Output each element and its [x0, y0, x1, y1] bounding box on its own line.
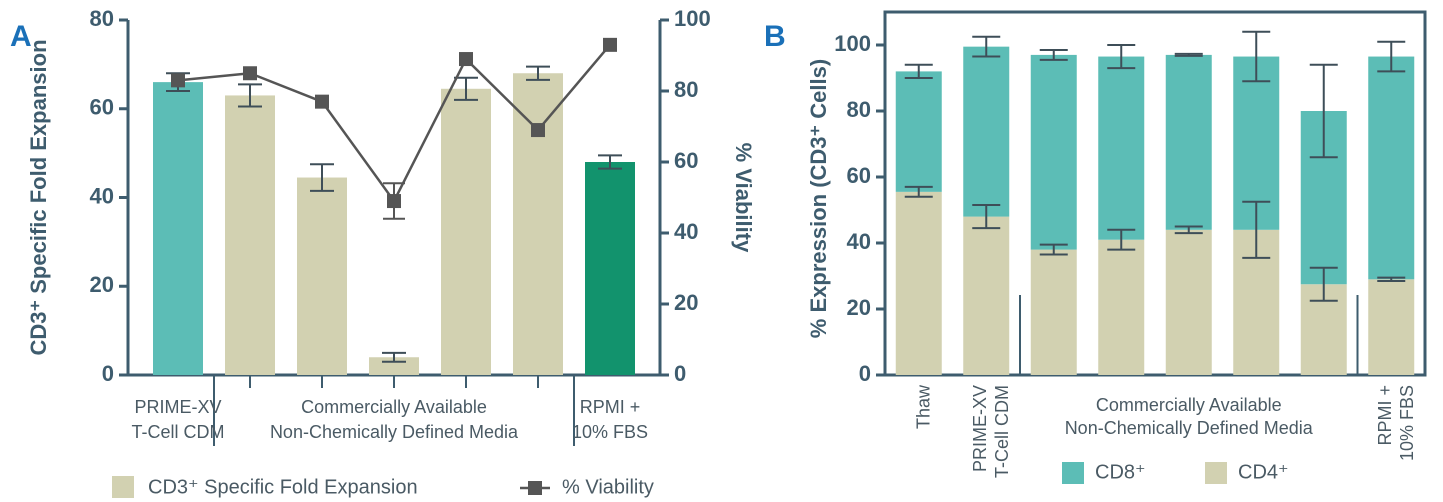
bar-segment [963, 46, 1010, 217]
group-label: Commercially Available [1096, 395, 1282, 415]
viability-marker [315, 94, 329, 109]
bar-segment [1098, 239, 1145, 375]
y-tick-label: 40 [90, 183, 114, 208]
y-tick-label: 100 [834, 31, 871, 56]
bar [585, 162, 635, 375]
group-label: 10% FBS [572, 422, 648, 442]
group-label: Commercially Available [301, 397, 487, 417]
legend-label: CD3⁺ Specific Fold Expansion [148, 476, 418, 498]
y-tick-label: 0 [102, 361, 114, 386]
bar-segment [1165, 229, 1212, 375]
bar-segment [895, 71, 942, 192]
bar-segment [895, 191, 942, 375]
legend-label: CD4⁺ [1238, 461, 1289, 483]
x-tick-label: RPMI + [1375, 385, 1395, 446]
x-tick-label: 10% FBS [1397, 385, 1417, 461]
y-tick-label: 60 [90, 95, 114, 120]
bar [369, 357, 419, 375]
viability-marker [531, 123, 545, 138]
x-tick-label: Thaw [914, 384, 934, 429]
y-tick-label: 80 [90, 6, 114, 31]
legend-label: CD8⁺ [1095, 461, 1146, 483]
viability-marker [459, 52, 473, 67]
x-tick-label: T-Cell CDM [992, 385, 1012, 478]
viability-marker [603, 37, 617, 52]
y-tick-label: 20 [90, 272, 114, 297]
bar [225, 95, 275, 375]
legend-swatch [1062, 462, 1084, 484]
y-axis-title: % Expression (CD3⁺ Cells) [806, 59, 831, 338]
viability-marker [171, 73, 185, 88]
legend-label: % Viability [562, 476, 654, 498]
y-tick-label: 0 [674, 361, 686, 386]
plot-frame [883, 10, 1427, 377]
y-tick-label: 40 [847, 229, 871, 254]
bar-segment [1030, 249, 1077, 375]
bar [441, 88, 491, 375]
y-tick-label: 80 [847, 97, 871, 122]
bar [513, 73, 563, 375]
x-tick-label: PRIME-XV [970, 385, 990, 472]
y-tick-label: 60 [674, 148, 698, 173]
group-label: PRIME-XV [134, 397, 221, 417]
legend-swatch [1205, 462, 1227, 484]
viability-marker [387, 194, 401, 209]
bar-segment [963, 216, 1010, 375]
bar [297, 177, 347, 375]
y-tick-label: 20 [847, 295, 871, 320]
y-axis-title: CD3⁺ Specific Fold Expansion [26, 39, 51, 355]
legend-swatch [112, 476, 134, 498]
y-tick-label: 0 [859, 361, 871, 386]
y2-axis-title: % Viability [731, 143, 756, 253]
legend-marker [528, 481, 542, 495]
bar-segment [1098, 56, 1145, 240]
viability-marker [243, 66, 257, 81]
group-label: T-Cell CDM [132, 422, 225, 442]
group-label: Non-Chemically Defined Media [270, 422, 519, 442]
group-label: Non-Chemically Defined Media [1065, 418, 1314, 438]
bar-segment [1165, 54, 1212, 230]
y-tick-label: 80 [674, 77, 698, 102]
panel-letter: A [10, 20, 32, 53]
y-tick-label: 100 [674, 6, 711, 31]
y-tick-label: 60 [847, 163, 871, 188]
bar-segment [1368, 279, 1415, 375]
bar-segment [1030, 54, 1077, 250]
bar-segment [1368, 56, 1415, 280]
panel-letter: B [764, 20, 786, 53]
group-label: RPMI + [580, 397, 641, 417]
y-tick-label: 40 [674, 219, 698, 244]
bar [153, 82, 203, 375]
y-tick-label: 20 [674, 290, 698, 315]
